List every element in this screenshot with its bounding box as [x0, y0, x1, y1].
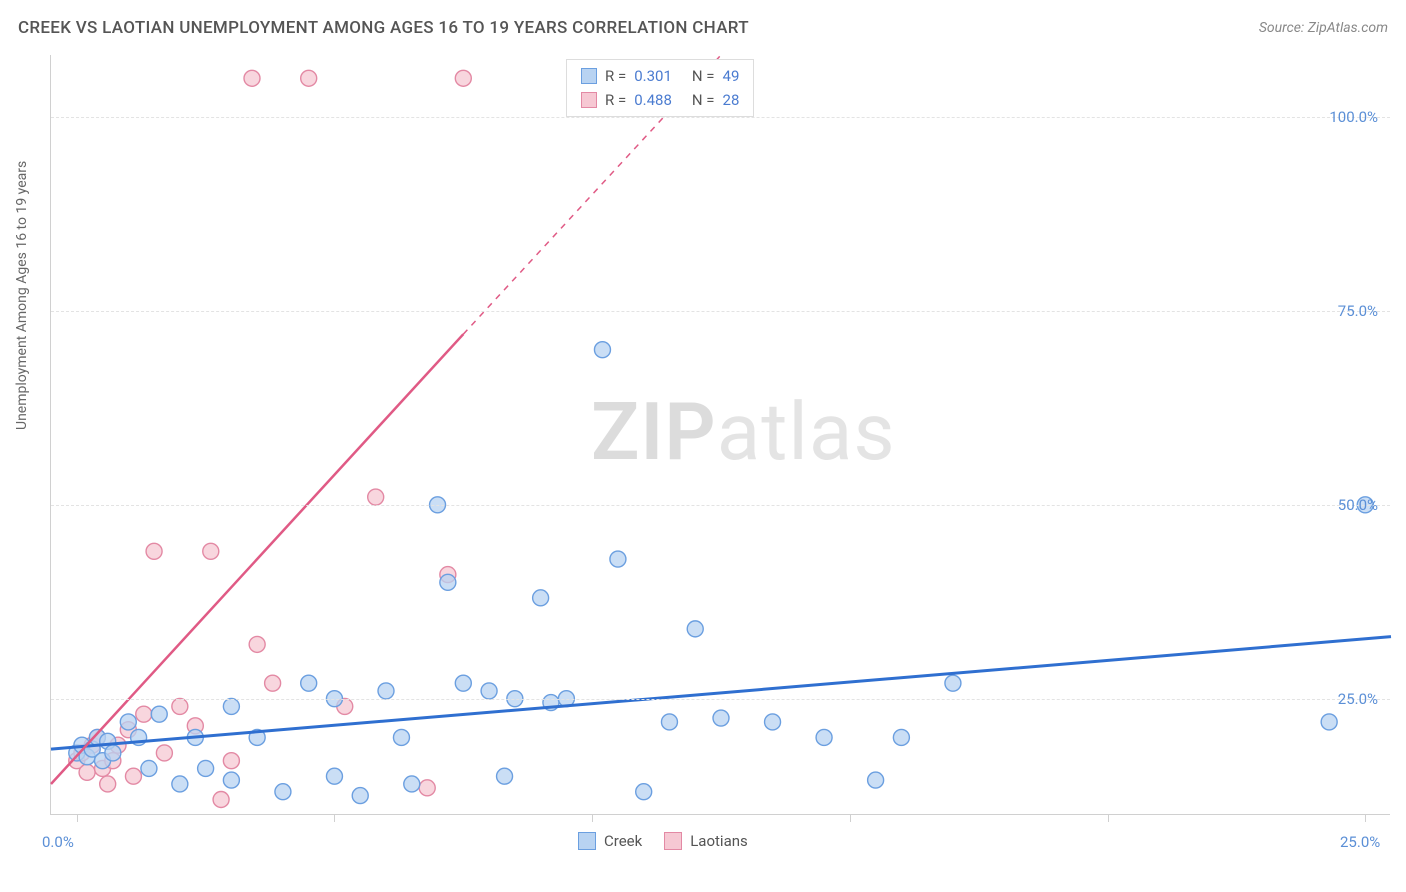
trend-line-laotians: [51, 334, 463, 784]
scatter-point-creek: [223, 698, 239, 714]
x-tick: [1365, 814, 1366, 822]
scatter-point-creek: [868, 772, 884, 788]
stat-R-value: 0.301: [634, 64, 672, 88]
y-tick-label: 100.0%: [1329, 108, 1378, 126]
trend-line-creek: [51, 637, 1391, 749]
scatter-point-creek: [533, 590, 549, 606]
scatter-point-creek: [120, 714, 136, 730]
stats-row: R = 0.301 N = 49: [581, 64, 739, 88]
scatter-point-creek: [378, 683, 394, 699]
scatter-point-creek: [141, 760, 157, 776]
scatter-point-laotians: [203, 543, 219, 559]
scatter-point-creek: [636, 784, 652, 800]
scatter-point-creek: [301, 675, 317, 691]
scatter-point-laotians: [223, 753, 239, 769]
scatter-point-laotians: [146, 543, 162, 559]
scatter-svg: [51, 55, 1390, 814]
scatter-point-creek: [661, 714, 677, 730]
scatter-point-creek: [404, 776, 420, 792]
stat-N-label: N =: [692, 64, 715, 88]
scatter-point-creek: [945, 675, 961, 691]
stats-swatch: [581, 68, 597, 84]
scatter-point-laotians: [419, 780, 435, 796]
scatter-point-creek: [816, 729, 832, 745]
stat-N-value: 49: [723, 64, 740, 88]
scatter-point-creek: [105, 745, 121, 761]
source-label: Source: ZipAtlas.com: [1259, 20, 1388, 36]
stat-R-value: 0.488: [634, 88, 672, 112]
gridline: [51, 699, 1390, 700]
title-bar: CREEK VS LAOTIAN UNEMPLOYMENT AMONG AGES…: [18, 18, 1388, 38]
gridline: [51, 505, 1390, 506]
scatter-point-laotians: [244, 70, 260, 86]
x-axis-min-label: 0.0%: [42, 833, 74, 851]
stats-swatch: [581, 92, 597, 108]
scatter-point-creek: [713, 710, 729, 726]
y-axis-label: Unemployment Among Ages 16 to 19 years: [14, 161, 30, 430]
stat-R-label: R =: [605, 88, 626, 112]
x-axis-max-label: 25.0%: [1340, 833, 1380, 851]
scatter-point-creek: [352, 788, 368, 804]
legend: Creek Laotians: [578, 832, 748, 850]
scatter-point-creek: [326, 768, 342, 784]
scatter-point-creek: [610, 551, 626, 567]
scatter-point-creek: [275, 784, 291, 800]
scatter-point-creek: [594, 342, 610, 358]
legend-item-creek: Creek: [578, 832, 642, 850]
scatter-point-creek: [151, 706, 167, 722]
scatter-point-laotians: [136, 706, 152, 722]
scatter-point-creek: [223, 772, 239, 788]
stat-R-label: R =: [605, 64, 626, 88]
x-tick: [77, 814, 78, 822]
y-tick-label: 75.0%: [1338, 302, 1378, 320]
scatter-point-creek: [687, 621, 703, 637]
x-tick: [1108, 814, 1109, 822]
scatter-point-laotians: [172, 698, 188, 714]
scatter-point-creek: [440, 574, 456, 590]
scatter-point-laotians: [213, 791, 229, 807]
scatter-point-creek: [172, 776, 188, 792]
scatter-point-laotians: [100, 776, 116, 792]
scatter-point-creek: [481, 683, 497, 699]
scatter-point-laotians: [79, 764, 95, 780]
legend-label: Laotians: [690, 832, 748, 850]
x-tick: [592, 814, 593, 822]
gridline: [51, 117, 1390, 118]
y-tick-label: 50.0%: [1338, 496, 1378, 514]
y-tick-label: 25.0%: [1338, 690, 1378, 708]
legend-item-laotians: Laotians: [664, 832, 748, 850]
stat-N-label: N =: [692, 88, 715, 112]
x-tick: [334, 814, 335, 822]
x-tick: [850, 814, 851, 822]
scatter-point-creek: [198, 760, 214, 776]
scatter-point-laotians: [301, 70, 317, 86]
stats-box: R = 0.301 N = 49 R = 0.488 N = 28: [566, 59, 754, 117]
scatter-point-creek: [765, 714, 781, 730]
legend-swatch: [664, 832, 682, 850]
scatter-point-laotians: [265, 675, 281, 691]
scatter-point-laotians: [156, 745, 172, 761]
stat-N-value: 28: [723, 88, 740, 112]
scatter-point-creek: [893, 729, 909, 745]
scatter-point-laotians: [249, 636, 265, 652]
plot-area: ZIPatlas R = 0.301N = 49R = 0.488N = 28 …: [50, 55, 1390, 815]
scatter-point-creek: [1321, 714, 1337, 730]
legend-swatch: [578, 832, 596, 850]
scatter-point-laotians: [368, 489, 384, 505]
scatter-point-creek: [455, 675, 471, 691]
stats-row: R = 0.488 N = 28: [581, 88, 739, 112]
gridline: [51, 311, 1390, 312]
scatter-point-laotians: [125, 768, 141, 784]
scatter-point-laotians: [455, 70, 471, 86]
legend-label: Creek: [604, 832, 642, 850]
chart-title: CREEK VS LAOTIAN UNEMPLOYMENT AMONG AGES…: [18, 18, 749, 38]
scatter-point-creek: [497, 768, 513, 784]
scatter-point-creek: [393, 729, 409, 745]
